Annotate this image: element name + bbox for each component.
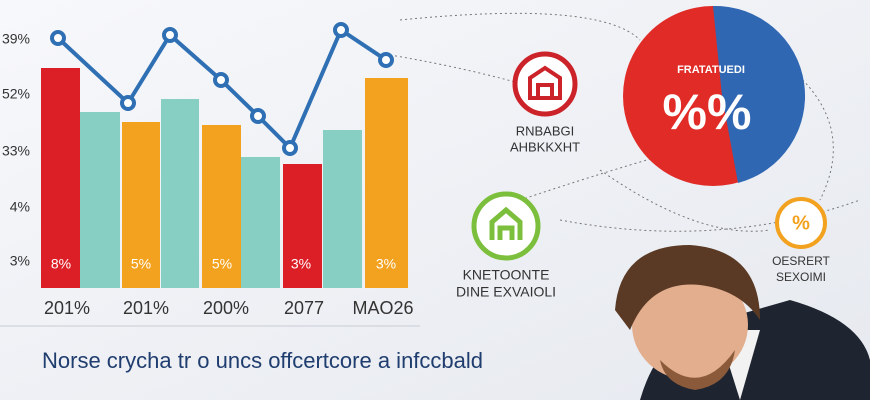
x-label: 2077 xyxy=(284,298,324,318)
icon-caption: KNETOONTE xyxy=(463,267,550,283)
bar xyxy=(122,122,160,288)
x-label: 201% xyxy=(123,298,169,318)
bar-label: 5% xyxy=(212,256,232,272)
bars xyxy=(41,68,408,288)
y-label: 4% xyxy=(10,199,30,215)
bar-label: 3% xyxy=(376,256,396,272)
x-label: 200% xyxy=(203,298,249,318)
icon-glyph: % xyxy=(792,212,810,234)
bar-label: 3% xyxy=(291,256,311,272)
bar-label: 8% xyxy=(51,256,71,272)
icon-glyph xyxy=(528,65,562,100)
bar-label: 5% xyxy=(131,256,151,272)
bar xyxy=(202,125,241,288)
bar xyxy=(365,78,408,288)
trend-points xyxy=(50,22,394,156)
bar xyxy=(241,157,280,288)
icon-caption: RNBABGI xyxy=(516,123,575,138)
pie-symbol: %% xyxy=(663,84,752,140)
icon-caption: DINE EXVAIOLI xyxy=(456,284,556,300)
person-photo xyxy=(615,245,870,400)
icon-glyph xyxy=(489,206,523,240)
bar xyxy=(323,130,362,288)
bar xyxy=(283,164,322,288)
y-label: 39% xyxy=(2,31,30,47)
pie-title: FRATATUEDI xyxy=(677,64,745,76)
icon-caption: OESRERT xyxy=(772,254,830,268)
icon-caption: SEXOIMI xyxy=(776,270,826,284)
pie-slice xyxy=(713,5,806,184)
heading: Norse crycha tr o uncs offcertcore a inf… xyxy=(42,348,483,373)
icon xyxy=(775,197,827,249)
bar xyxy=(41,68,80,288)
bar xyxy=(161,99,199,288)
icon-caption: AHBKKXHT xyxy=(510,139,580,154)
x-label: 201% xyxy=(44,298,90,318)
x-label: MAO26 xyxy=(352,298,413,318)
y-label: 33% xyxy=(2,143,30,159)
bar xyxy=(80,112,120,288)
trend-line xyxy=(56,27,388,152)
y-label: 52% xyxy=(2,86,30,102)
y-label: 3% xyxy=(10,253,30,269)
